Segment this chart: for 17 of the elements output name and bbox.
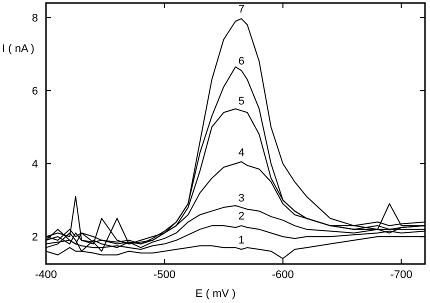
series-label: 3 [238,192,244,204]
y-axis-title: I ( nA ) [2,43,34,55]
y-tick-label: 2 [32,232,38,244]
x-tick-label: -600 [272,269,294,281]
series-label: 7 [238,4,244,16]
x-tick-label: -500 [153,269,176,281]
series-label: 6 [238,56,244,68]
series-label: 4 [238,146,244,159]
x-tick-label: -700 [390,269,412,281]
x-tick-label: -400 [34,269,58,281]
x-axis-title: E ( mV ) [195,288,236,300]
y-tick-label: 4 [32,158,38,171]
y-tick-label: 8 [32,12,38,25]
series-label: 2 [238,210,244,223]
series-label: 5 [238,96,244,108]
series-label: 1 [238,234,244,246]
y-tick-label: 6 [32,86,38,98]
